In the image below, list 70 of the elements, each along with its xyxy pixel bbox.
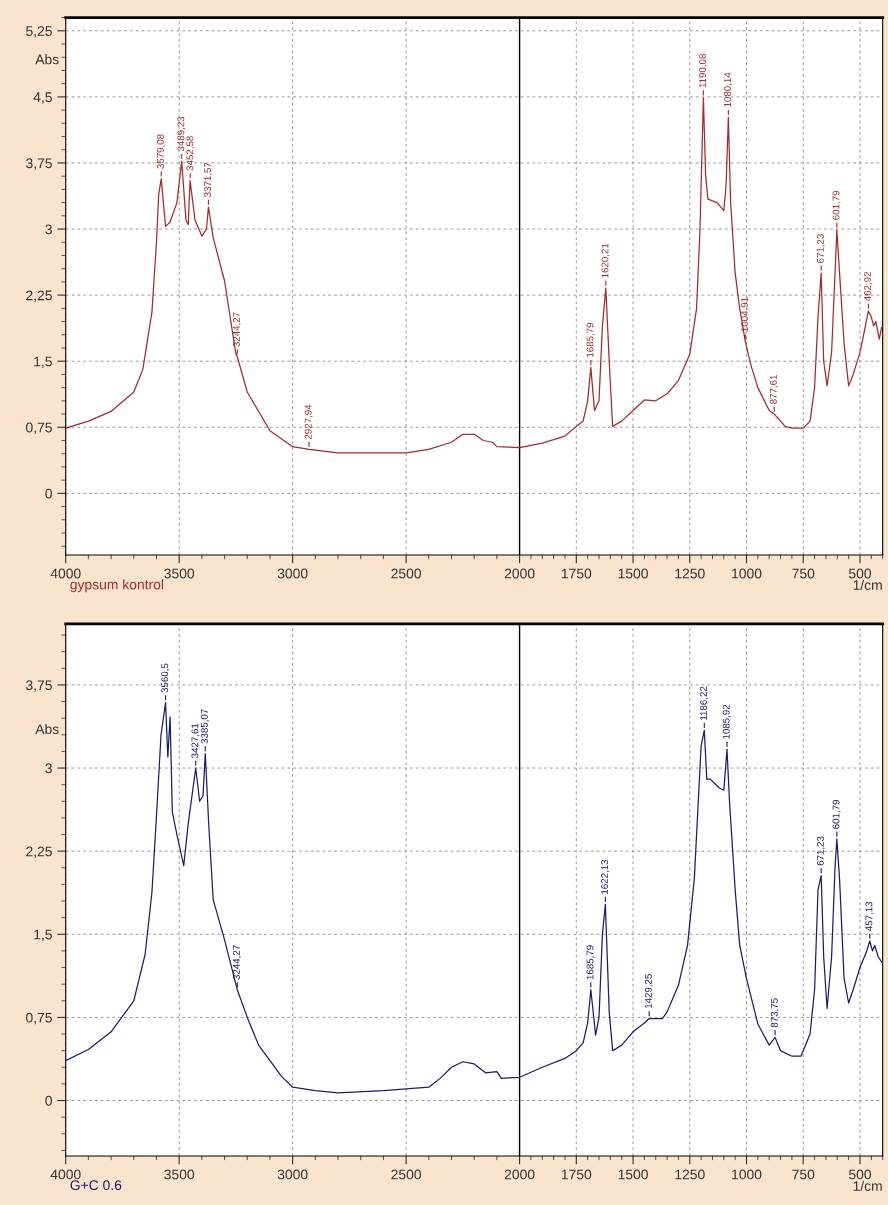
y-tick-label: 3,75 — [26, 158, 52, 170]
annotation: 2927,94 — [304, 404, 313, 440]
y-tick-label: 2,25 — [26, 290, 52, 302]
x-tick-label: 1000 — [732, 568, 762, 579]
annotation: 1685,79 — [586, 945, 595, 980]
annotation: 601,79 — [832, 799, 841, 829]
annotation: 1622,13 — [601, 859, 610, 894]
x-tick-label: 4000 — [50, 1169, 81, 1180]
x-tick-label: 2000 — [504, 568, 535, 579]
y-tick-label: 3,75 — [26, 680, 52, 692]
annotation: 1620,21 — [601, 243, 610, 278]
annotation: 1685,79 — [586, 322, 595, 357]
annotation: 1429,25 — [644, 974, 653, 1009]
x-tick-label: 1750 — [561, 568, 592, 579]
y-tick-label: 3 — [45, 763, 52, 774]
annotation: 671,23 — [816, 836, 825, 866]
x-tick-label: 1250 — [675, 1169, 705, 1180]
annotation: 457,13 — [865, 901, 874, 931]
y-tick-label: 2,25 — [26, 846, 52, 858]
text: gypsum kontrol — [70, 579, 164, 593]
x-tick-label: 2500 — [391, 568, 422, 579]
annotation: 3489,23 — [177, 116, 186, 152]
x-tick-label: 2500 — [391, 1169, 422, 1180]
x-axis-title: 1/cm — [853, 579, 882, 590]
x-tick-label: 750 — [792, 568, 815, 579]
y-tick-label: 0,75 — [26, 1012, 52, 1025]
annotation: 3452,58 — [186, 136, 195, 171]
annotation: 1190,08 — [699, 54, 708, 88]
x-tick-label: 2000 — [504, 1169, 535, 1180]
y-tick-label: 0 — [45, 488, 52, 499]
annotation: 671,23 — [816, 234, 825, 263]
x-tick-label: 3000 — [277, 568, 308, 579]
x-tick-label: 1750 — [561, 1169, 592, 1180]
annotation: 3560,5 — [161, 663, 170, 693]
annotation: 3427,61 — [191, 723, 200, 758]
x-tick-label: 500 — [848, 568, 872, 579]
y-tick-label: 3 — [45, 224, 52, 235]
annotation: 3244,27 — [233, 945, 242, 980]
x-tick-label: 1250 — [675, 568, 705, 579]
annotation: 3244,27 — [233, 312, 242, 347]
annotation: 3371,57 — [204, 162, 213, 197]
x-tick-label: 1500 — [618, 1169, 648, 1180]
annotation: 1080,14 — [724, 72, 733, 107]
x-tick-label: 1000 — [732, 1169, 762, 1180]
y-axis-title: Abs — [35, 723, 59, 735]
annotation: 877,61 — [769, 375, 778, 404]
x-tick-label: 3500 — [164, 568, 195, 579]
x-axis-title: 1/cm — [853, 1180, 882, 1191]
y-tick-label: 1,5 — [34, 356, 52, 369]
x-tick-label: 4000 — [50, 568, 81, 579]
annotation: 3385,07 — [201, 709, 210, 744]
annotation: 873,75 — [770, 998, 779, 1028]
y-tick-label: 0,75 — [26, 422, 52, 435]
annotation: 462,92 — [864, 272, 873, 302]
annotation: 3579,08 — [156, 134, 166, 169]
annotation: 1004,91 — [741, 297, 750, 332]
text: G+C 0.6 — [70, 1180, 122, 1191]
annotation: 601,79 — [832, 190, 841, 220]
annotation: 1085,92 — [722, 704, 731, 739]
y-tick-label: 4,5 — [33, 92, 52, 104]
x-tick-label: 750 — [792, 1169, 815, 1180]
x-tick-label: 3500 — [164, 1169, 195, 1180]
annotation: 1186,22 — [700, 686, 709, 720]
x-tick-label: 3000 — [277, 1169, 308, 1180]
y-axis-title: Abs — [35, 54, 59, 65]
y-tick-label: 5,25 — [26, 26, 52, 38]
y-tick-label: 0 — [45, 1095, 52, 1106]
x-tick-label: 500 — [848, 1169, 872, 1180]
y-tick-label: 1,5 — [34, 929, 52, 942]
x-tick-label: 1500 — [618, 568, 648, 579]
